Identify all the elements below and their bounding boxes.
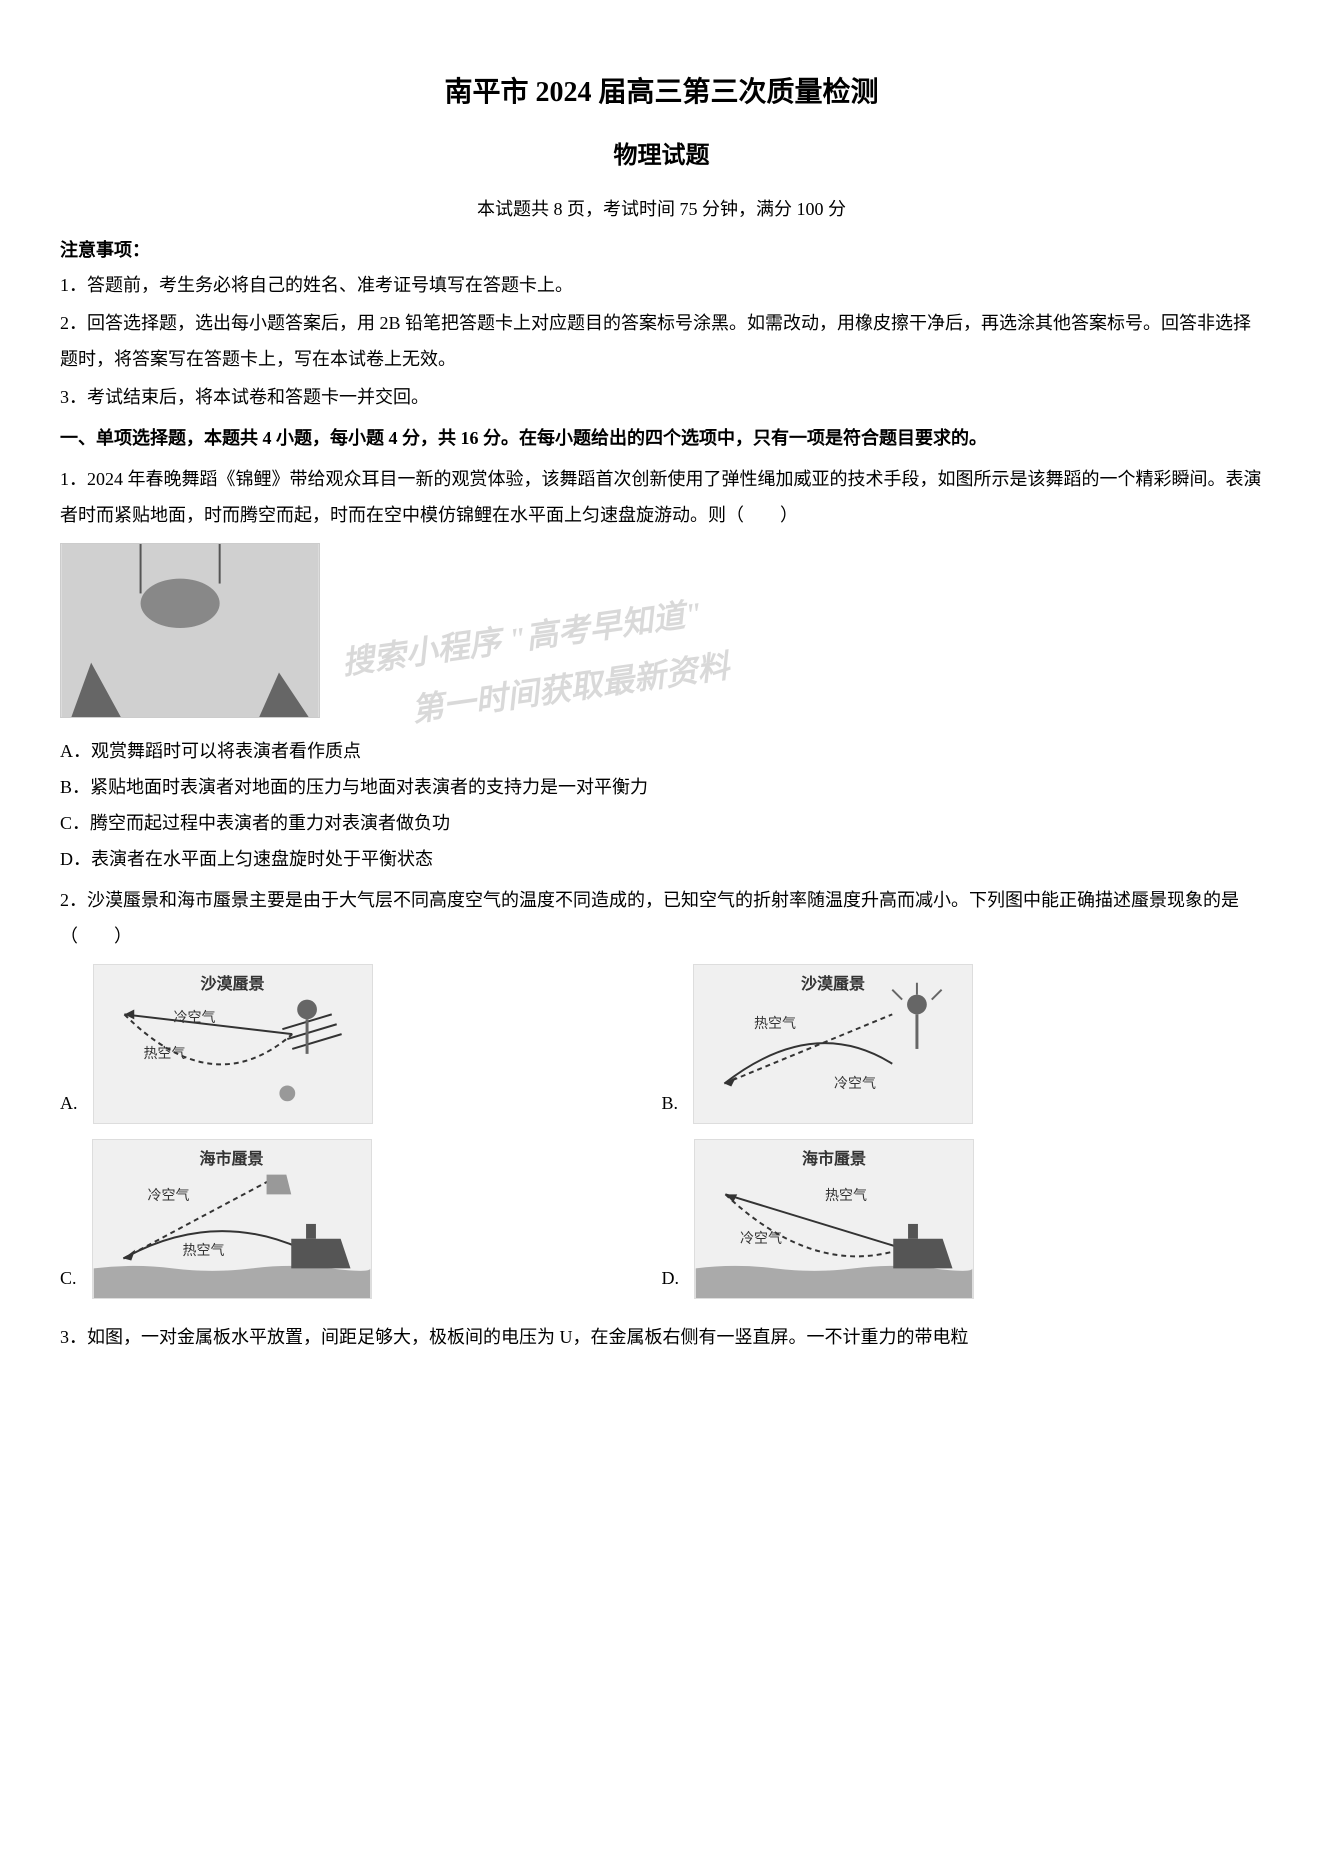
q2-b-hot: 热空气 — [754, 1013, 796, 1033]
q1-option-a: A．观赏舞蹈时可以将表演者看作质点 — [60, 733, 1263, 769]
q2-diagram-c: 海市蜃景 冷空气 热空气 — [92, 1139, 372, 1299]
q2-c-cold: 冷空气 — [148, 1185, 190, 1205]
q2-option-d-pair: D. 海市蜃景 热空气 冷空气 — [662, 1139, 1264, 1299]
q2-a-title: 沙漠蜃景 — [200, 970, 264, 994]
q2-c-hot: 热空气 — [183, 1240, 225, 1260]
question-2-text: 2．沙漠蜃景和海市蜃景主要是由于大气层不同高度空气的温度不同造成的，已知空气的折… — [60, 882, 1263, 954]
watermark-line-2: 第一时间获取最新资料 — [408, 641, 731, 731]
q1-option-d: D．表演者在水平面上匀速盘旋时处于平衡状态 — [60, 841, 1263, 877]
q2-options-grid: A. 沙漠蜃景 冷空气 热空气 B. 沙漠蜃景 — [60, 964, 1263, 1314]
q2-a-hot: 热空气 — [144, 1043, 186, 1063]
meta-info: 本试题共 8 页，考试时间 75 分钟，满分 100 分 — [60, 195, 1263, 221]
q2-diagram-a: 沙漠蜃景 冷空气 热空气 — [93, 964, 373, 1124]
q2-b-cold: 冷空气 — [834, 1073, 876, 1093]
q2-d-hot: 热空气 — [825, 1185, 867, 1205]
q2-diagram-b: 沙漠蜃景 热空气 冷空气 — [693, 964, 973, 1124]
q2-d-title: 海市蜃景 — [802, 1145, 866, 1169]
q2-label-b: B. — [662, 1093, 679, 1124]
question-1-text: 1．2024 年春晚舞蹈《锦鲤》带给观众耳目一新的观赏体验，该舞蹈首次创新使用了… — [60, 461, 1263, 533]
q2-c-title: 海市蜃景 — [200, 1145, 264, 1169]
q2-label-c: C. — [60, 1268, 77, 1299]
q2-label-a: A. — [60, 1093, 78, 1124]
q2-b-title: 沙漠蜃景 — [801, 970, 865, 994]
q2-option-a-pair: A. 沙漠蜃景 冷空气 热空气 — [60, 964, 662, 1124]
q2-a-cold: 冷空气 — [174, 1007, 216, 1027]
q2-diagram-d: 海市蜃景 热空气 冷空气 — [694, 1139, 974, 1299]
q1-option-c: C．腾空而起过程中表演者的重力对表演者做负功 — [60, 805, 1263, 841]
q2-d-cold: 冷空气 — [740, 1228, 782, 1248]
section-1-title: 一、单项选择题，本题共 4 小题，每小题 4 分，共 16 分。在每小题给出的四… — [60, 420, 1263, 456]
notice-item-3: 3．考试结束后，将本试卷和答题卡一并交回。 — [60, 379, 1263, 415]
question-1-image-container: 搜索小程序 "高考早知道" 第一时间获取最新资料 — [60, 543, 1263, 723]
question-1-image — [60, 543, 320, 718]
notice-item-2: 2．回答选择题，选出每小题答案后，用 2B 铅笔把答题卡上对应题目的答案标号涂黑… — [60, 305, 1263, 377]
notice-header: 注意事项： — [60, 236, 1263, 262]
q1-option-b: B．紧贴地面时表演者对地面的压力与地面对表演者的支持力是一对平衡力 — [60, 769, 1263, 805]
sub-title: 物理试题 — [60, 135, 1263, 170]
q2-option-b-pair: B. 沙漠蜃景 热空气 冷空气 — [662, 964, 1264, 1124]
watermark-line-1: 搜索小程序 "高考早知道" — [339, 588, 705, 684]
q2-option-c-pair: C. 海市蜃景 冷空气 热空气 — [60, 1139, 662, 1299]
question-3-text: 3．如图，一对金属板水平放置，间距足够大，极板间的电压为 U，在金属板右侧有一竖… — [60, 1319, 1263, 1355]
notice-item-1: 1．答题前，考生务必将自己的姓名、准考证号填写在答题卡上。 — [60, 267, 1263, 303]
main-title: 南平市 2024 届高三第三次质量检测 — [60, 70, 1263, 110]
q2-label-d: D. — [662, 1268, 680, 1299]
